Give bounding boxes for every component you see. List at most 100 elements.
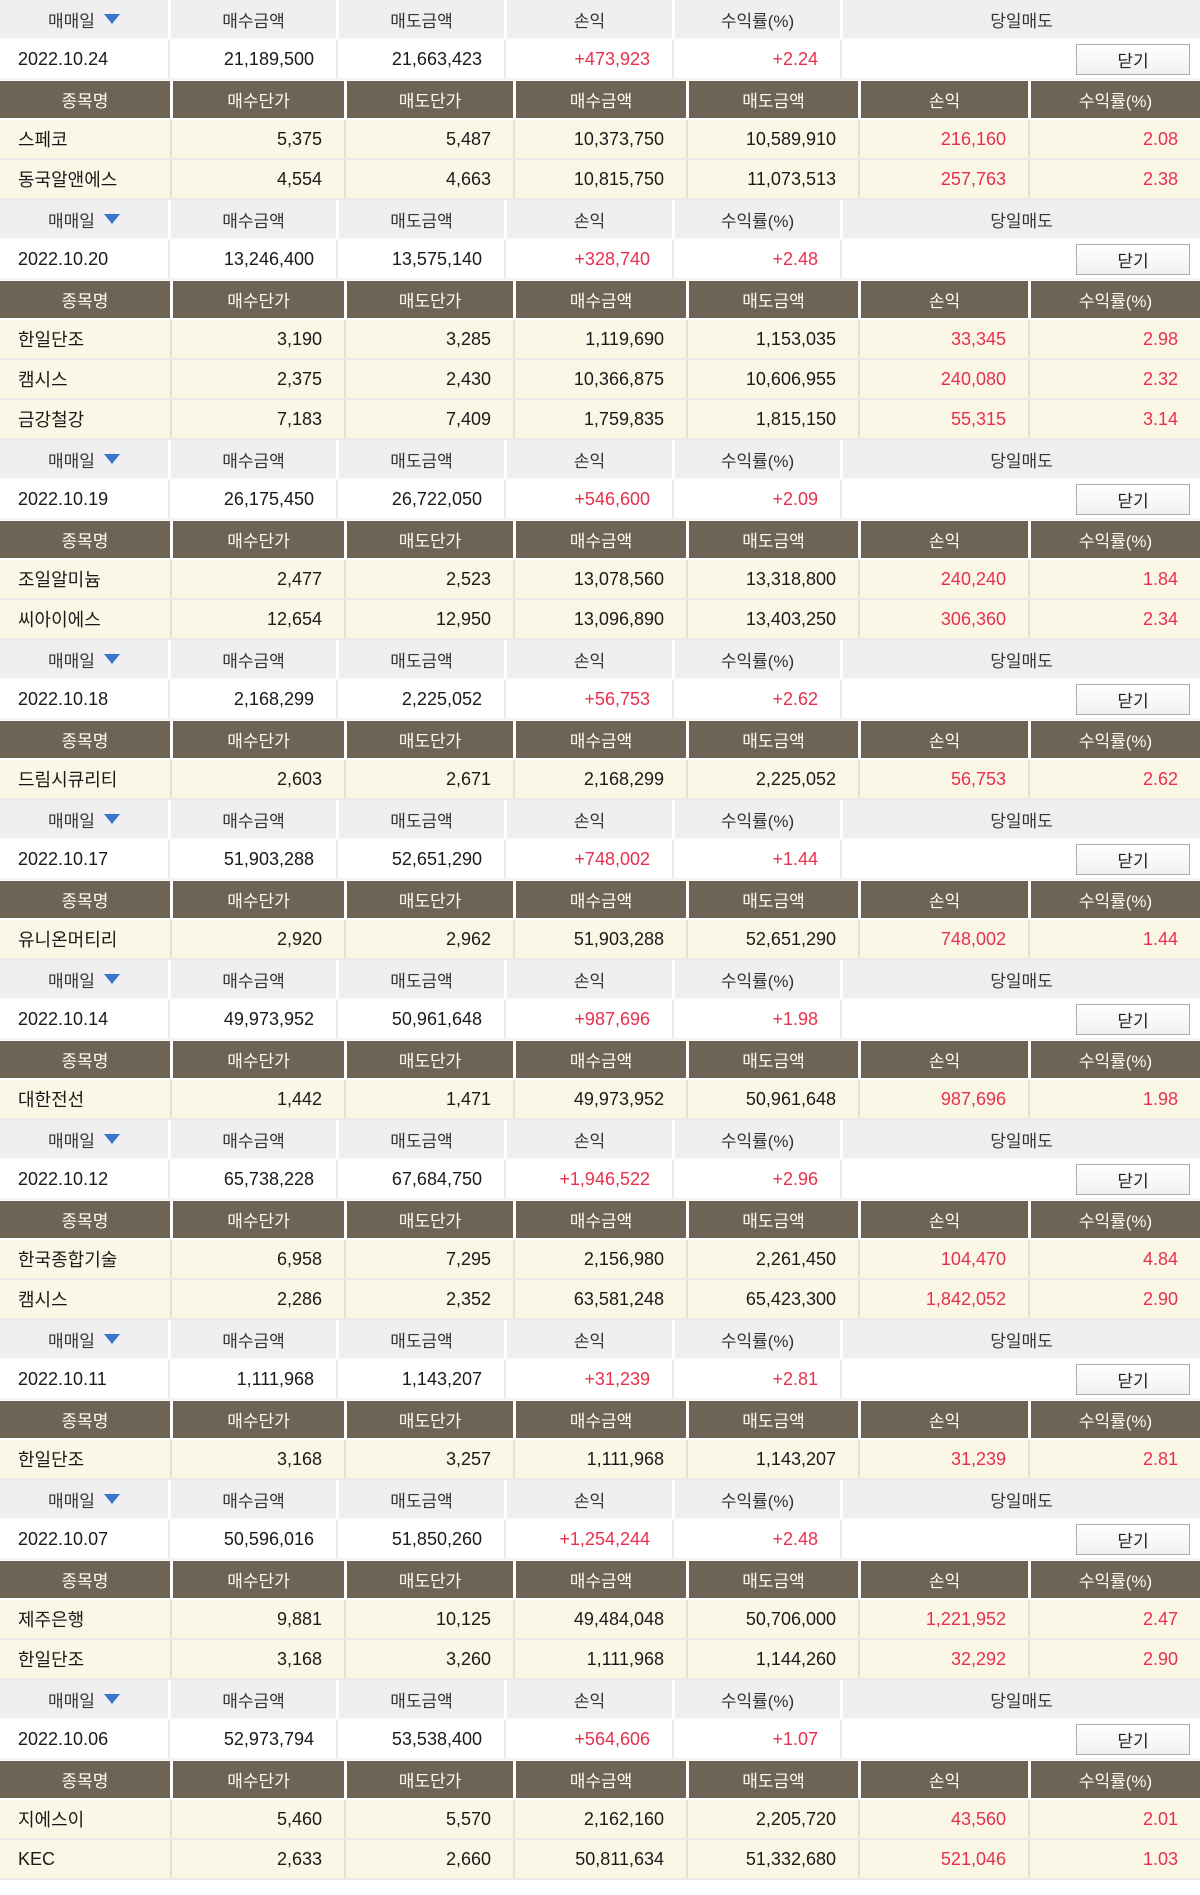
buy-unit-price-value: 2,633 (170, 1840, 344, 1878)
close-button[interactable]: 닫기 (1076, 1363, 1190, 1395)
column-header-day-sell-amount: 매도금액 (336, 1680, 504, 1718)
profit-loss-value: 257,763 (858, 160, 1028, 198)
column-header-trade-date[interactable]: 매매일 (0, 1320, 168, 1358)
sell-amount-value: 50,961,648 (686, 1080, 858, 1118)
buy-amount-value: 1,759,835 (513, 400, 686, 438)
buy-unit-price-value: 2,603 (170, 760, 344, 798)
same-day-sell-cell: 닫기 (840, 240, 1200, 278)
column-header-buy-amount: 매수금액 (513, 1041, 686, 1078)
column-header-trade-date[interactable]: 매매일 (0, 200, 168, 238)
column-header-day-sell-amount: 매도금액 (336, 960, 504, 998)
buy-amount-value: 49,973,952 (513, 1080, 686, 1118)
return-rate-value: 2.01 (1028, 1800, 1200, 1838)
stock-header-row: 종목명 매수단가 매도단가 매수금액 매도금액 손익 수익률(%) (0, 1400, 1200, 1440)
column-header-same-day-sell: 당일매도 (840, 1320, 1200, 1358)
column-header-buy-amount: 매수금액 (513, 1401, 686, 1438)
day-summary-row: 2022.10.06 52,973,794 53,538,400 +564,60… (0, 1720, 1200, 1760)
column-header-stock-name: 종목명 (61, 292, 109, 311)
sort-desc-icon (103, 1494, 120, 1504)
return-rate-value: 3.14 (1028, 400, 1200, 438)
column-header-trade-date[interactable]: 매매일 (0, 0, 168, 38)
column-header-trade-date[interactable]: 매매일 (0, 1680, 168, 1718)
close-button[interactable]: 닫기 (1076, 683, 1190, 715)
column-header-profit-loss: 손익 (858, 881, 1028, 918)
column-header-trade-date[interactable]: 매매일 (0, 800, 168, 838)
column-header-sell-unit-price: 매도단가 (344, 1041, 513, 1078)
sell-unit-price-value: 7,409 (344, 400, 513, 438)
sell-unit-price-value: 5,487 (344, 120, 513, 158)
buy-unit-price-value: 4,554 (170, 160, 344, 198)
profit-loss-value: 240,240 (858, 560, 1028, 598)
column-header-day-return-rate: 수익률(%) (672, 1680, 840, 1718)
column-header-sell-unit-price: 매도단가 (344, 81, 513, 118)
buy-unit-price-value: 5,460 (170, 1800, 344, 1838)
close-button[interactable]: 닫기 (1076, 1723, 1190, 1755)
close-button[interactable]: 닫기 (1076, 1523, 1190, 1555)
profit-loss-value: 31,239 (858, 1440, 1028, 1478)
column-header-trade-date[interactable]: 매매일 (0, 1120, 168, 1158)
day-sell-amount-value: 50,961,648 (336, 1000, 504, 1038)
buy-amount-value: 13,096,890 (513, 600, 686, 638)
return-rate-value: 2.90 (1028, 1640, 1200, 1678)
column-header-stock-name: 종목명 (61, 532, 109, 551)
sell-amount-value: 50,706,000 (686, 1600, 858, 1638)
column-header-sell-amount: 매도금액 (686, 1561, 858, 1598)
close-button[interactable]: 닫기 (1076, 483, 1190, 515)
trade-day-group: 매매일 매수금액 매도금액 손익 수익률(%) 당일매도 2022.10.19 … (0, 440, 1200, 640)
trade-day-group: 매매일 매수금액 매도금액 손익 수익률(%) 당일매도 2022.10.17 … (0, 800, 1200, 960)
column-header-stock-name: 종목명 (61, 1772, 109, 1791)
buy-amount-value: 1,111,968 (513, 1440, 686, 1478)
column-header-same-day-sell: 당일매도 (840, 1680, 1200, 1718)
column-header-stock-name: 종목명 (61, 1052, 109, 1071)
buy-unit-price-value: 3,168 (170, 1640, 344, 1678)
column-header-same-day-sell: 당일매도 (840, 200, 1200, 238)
column-header-buy-unit-price: 매수단가 (170, 521, 344, 558)
column-header-sell-amount: 매도금액 (686, 1041, 858, 1078)
column-header-sell-unit-price: 매도단가 (344, 1561, 513, 1598)
column-header-day-return-rate: 수익률(%) (672, 200, 840, 238)
day-buy-amount-value: 51,903,288 (168, 840, 336, 878)
column-header-sell-amount: 매도금액 (686, 521, 858, 558)
buy-unit-price-value: 2,920 (170, 920, 344, 958)
profit-loss-value: 240,080 (858, 360, 1028, 398)
trade-date-value: 2022.10.24 (18, 48, 109, 69)
sell-unit-price-value: 2,523 (344, 560, 513, 598)
close-button[interactable]: 닫기 (1076, 1163, 1190, 1195)
same-day-sell-cell: 닫기 (840, 1520, 1200, 1558)
sell-unit-price-value: 1,471 (344, 1080, 513, 1118)
column-header-trade-date[interactable]: 매매일 (0, 440, 168, 478)
stock-name-value: 드림시큐리티 (18, 770, 118, 790)
column-header-buy-unit-price: 매수단가 (170, 1401, 344, 1438)
profit-loss-value: 748,002 (858, 920, 1028, 958)
day-sell-amount-value: 2,225,052 (336, 680, 504, 718)
buy-unit-price-value: 2,286 (170, 1280, 344, 1318)
close-button[interactable]: 닫기 (1076, 243, 1190, 275)
stock-name-value: 스페코 (18, 130, 68, 150)
stock-row: 캠시스 2,286 2,352 63,581,248 65,423,300 1,… (0, 1280, 1200, 1320)
return-rate-value: 2.47 (1028, 1600, 1200, 1638)
column-header-buy-amount: 매수금액 (513, 1761, 686, 1798)
stock-header-row: 종목명 매수단가 매도단가 매수금액 매도금액 손익 수익률(%) (0, 80, 1200, 120)
column-header-same-day-sell: 당일매도 (840, 1480, 1200, 1518)
sort-desc-icon (103, 974, 120, 984)
close-button[interactable]: 닫기 (1076, 43, 1190, 75)
column-header-same-day-sell: 당일매도 (840, 800, 1200, 838)
column-header-buy-unit-price: 매수단가 (170, 1561, 344, 1598)
column-header-trade-date-label: 매매일 (48, 451, 95, 471)
day-profit-loss-value: +328,740 (504, 240, 672, 278)
column-header-sell-unit-price: 매도단가 (344, 521, 513, 558)
stock-row: 조일알미늄 2,477 2,523 13,078,560 13,318,800 … (0, 560, 1200, 600)
column-header-stock-name: 종목명 (61, 1572, 109, 1591)
column-header-trade-date[interactable]: 매매일 (0, 640, 168, 678)
column-header-trade-date[interactable]: 매매일 (0, 1480, 168, 1518)
column-header-trade-date[interactable]: 매매일 (0, 960, 168, 998)
stock-row: 스페코 5,375 5,487 10,373,750 10,589,910 21… (0, 120, 1200, 160)
day-summary-row: 2022.10.20 13,246,400 13,575,140 +328,74… (0, 240, 1200, 280)
close-button[interactable]: 닫기 (1076, 843, 1190, 875)
day-summary-row: 2022.10.18 2,168,299 2,225,052 +56,753 +… (0, 680, 1200, 720)
stock-row: 한일단조 3,168 3,260 1,111,968 1,144,260 32,… (0, 1640, 1200, 1680)
close-button[interactable]: 닫기 (1076, 1003, 1190, 1035)
column-header-day-profit-loss: 손익 (504, 200, 672, 238)
column-header-return-rate: 수익률(%) (1028, 721, 1200, 758)
day-return-rate-value: +2.48 (672, 1520, 840, 1558)
